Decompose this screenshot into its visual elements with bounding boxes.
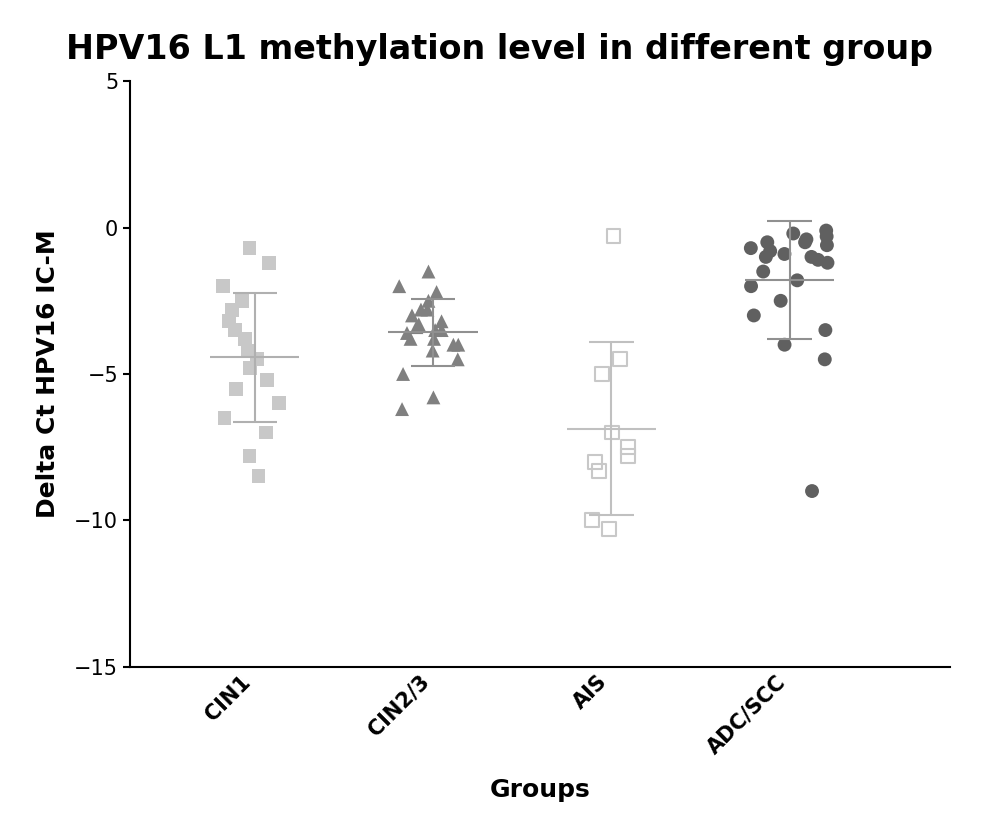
Point <box>746 309 762 322</box>
Point <box>240 344 256 357</box>
Point <box>785 227 801 240</box>
Point <box>227 324 243 337</box>
Point <box>237 333 253 346</box>
Point <box>427 324 443 337</box>
Point <box>391 280 407 293</box>
Point <box>403 333 419 346</box>
Point <box>404 309 420 322</box>
Point <box>399 327 415 340</box>
X-axis label: Groups: Groups <box>490 778 590 802</box>
Point <box>804 485 820 498</box>
Point <box>429 285 445 298</box>
Point <box>394 402 410 415</box>
Point <box>604 426 620 439</box>
Point <box>773 294 789 307</box>
Point <box>819 256 835 269</box>
Point <box>426 333 442 346</box>
Point <box>605 230 621 243</box>
Point <box>803 250 819 263</box>
Point <box>420 265 436 278</box>
Point <box>434 324 450 337</box>
Point <box>612 353 628 366</box>
Point <box>411 318 427 331</box>
Text: HPV16 L1 methylation level in different group: HPV16 L1 methylation level in different … <box>66 33 934 66</box>
Point <box>425 391 441 404</box>
Point <box>241 241 257 254</box>
Point <box>584 514 600 527</box>
Point <box>759 236 775 249</box>
Point <box>251 470 267 483</box>
Point <box>797 236 813 249</box>
Point <box>819 230 835 243</box>
Point <box>419 303 435 316</box>
Point <box>241 450 257 463</box>
Point <box>434 315 450 328</box>
Point <box>450 338 466 351</box>
Point <box>620 441 636 454</box>
Point <box>395 367 411 380</box>
Point <box>587 455 603 468</box>
Point <box>259 373 275 386</box>
Point <box>818 224 834 237</box>
Point <box>221 315 237 328</box>
Point <box>215 280 231 293</box>
Point <box>261 256 277 269</box>
Point <box>755 265 771 278</box>
Point <box>817 353 833 366</box>
Point <box>591 464 607 477</box>
Point <box>743 241 759 254</box>
Point <box>594 367 610 380</box>
Point <box>445 338 461 351</box>
Point <box>810 254 826 267</box>
Point <box>620 450 636 463</box>
Point <box>777 338 793 351</box>
Point <box>408 320 424 333</box>
Point <box>271 397 287 410</box>
Point <box>601 523 617 536</box>
Point <box>224 303 240 316</box>
Point <box>819 239 835 252</box>
Point <box>817 324 833 337</box>
Point <box>762 245 778 258</box>
Point <box>216 411 232 424</box>
Point <box>450 353 466 366</box>
Point <box>776 247 792 260</box>
Point <box>249 353 265 366</box>
Point <box>242 362 258 375</box>
Point <box>789 274 805 287</box>
Point <box>758 250 774 263</box>
Y-axis label: Delta Ct HPV16 IC-M: Delta Ct HPV16 IC-M <box>36 229 60 519</box>
Point <box>234 294 250 307</box>
Point <box>743 280 759 293</box>
Point <box>228 382 244 395</box>
Point <box>798 233 814 246</box>
Point <box>420 294 436 307</box>
Point <box>425 344 441 357</box>
Point <box>413 303 429 316</box>
Point <box>258 426 274 439</box>
